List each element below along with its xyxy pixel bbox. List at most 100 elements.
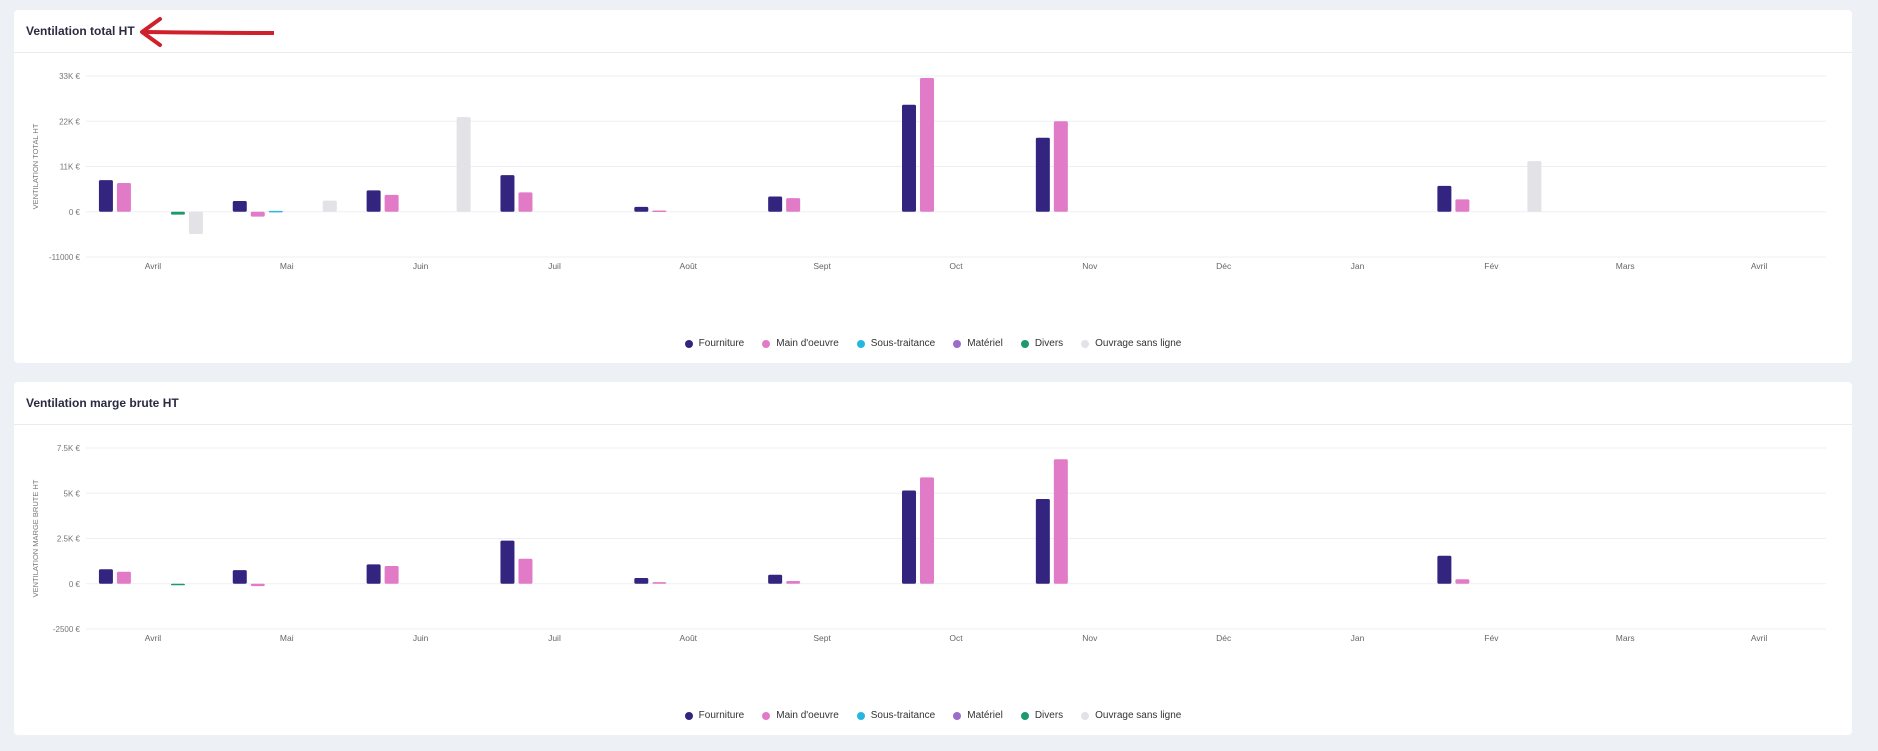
bar-fourniture [500,175,515,212]
legend-dot-icon [1081,711,1090,720]
bar-divers [170,211,185,215]
chart-title: Ventilation total HT [26,24,135,38]
bar-fourniture [232,201,247,212]
bar-fourniture [98,569,113,584]
bar-main-d-oeuvre [250,583,265,587]
bar-fourniture [902,490,916,584]
bar-main-d-oeuvre [920,477,934,584]
legend-dot-icon [762,339,771,348]
bar-sous-traitance [268,210,283,213]
legend-label: Fourniture [698,710,745,721]
chart-title: Ventilation marge brute HT [26,396,179,410]
y-axis-label: VENTILATION TOTAL HT [31,123,40,209]
bar-ouvrage-sans-ligne [322,200,337,212]
y-tick-label: 0 € [69,208,81,217]
legend-dot-icon [856,339,865,348]
x-tick-label: Mai [280,633,294,643]
bar-main-d-oeuvre [518,558,533,584]
marge-brute-chart: 7.5K € 5K € 2.5K € 0 € -2500 € VENTILATION MA… [31,444,1826,643]
x-tick-label: Oct [949,261,963,271]
bar-main-d-oeuvre [116,182,131,212]
x-tick-label: Mars [1616,261,1635,271]
total-ht-card: Ventilation total HT 33K € 22K € 11K € 0 € -… [14,10,1852,363]
bar-fourniture [1437,555,1452,584]
x-tick-label: Août [680,261,698,271]
legend-item[interactable]: Ouvrage sans ligne [1081,338,1181,349]
legend-dot-icon [684,711,693,720]
bar-main-d-oeuvre [384,566,399,584]
bar-fourniture [634,206,649,212]
x-tick-label: Mai [280,261,294,271]
legend-item[interactable]: Main d'oeuvre [762,710,839,721]
legend-label: Ouvrage sans ligne [1095,338,1182,349]
y-tick-label: -2500 € [53,625,81,634]
bar-ouvrage-sans-ligne [456,117,471,212]
bar-main-d-oeuvre [1053,121,1068,212]
x-tick-label: Avril [1751,633,1767,643]
bar-fourniture [1035,137,1050,212]
bar-fourniture [1035,499,1050,584]
bar-fourniture [1437,185,1452,212]
bar-main-d-oeuvre [920,78,934,212]
x-tick-label: Jan [1351,633,1365,643]
legend-label: Sous-traitance [870,710,936,721]
legend-label: Matériel [967,338,1003,349]
annotation-arrow-icon [140,17,274,47]
x-tick-label: Avril [1751,261,1767,271]
legend-label: Divers [1034,338,1064,349]
legend-dot-icon [953,711,962,720]
legend-dot-icon [1081,339,1090,348]
bar-fourniture [98,180,113,212]
x-tick-label: Sept [813,261,831,271]
legend-item[interactable]: Divers [1020,710,1064,721]
legend-item[interactable]: Fourniture [684,338,744,349]
y-tick-label: 2.5K € [57,535,81,544]
bar-divers [170,583,185,586]
legend-item[interactable]: Divers [1020,338,1064,349]
x-tick-label: Nov [1082,633,1098,643]
x-tick-label: Mars [1616,633,1635,643]
x-tick-label: Oct [949,633,963,643]
x-tick-label: Déc [1216,633,1232,643]
bar-fourniture [902,104,916,212]
legend-item[interactable]: Sous-traitance [856,710,936,721]
legend-label: Divers [1034,710,1064,721]
legend-dot-icon [684,339,693,348]
chart-legend: Fourniture Main d'oeuvre Sous-traitance Mat… [14,710,1852,721]
legend-label: Main d'oeuvre [776,338,839,349]
y-tick-label: -11000 € [49,253,81,262]
legend-label: Sous-traitance [870,338,936,349]
x-tick-label: Avril [145,261,161,271]
x-tick-label: Déc [1216,261,1232,271]
bar-fourniture [634,577,649,584]
x-tick-label: Juin [413,261,429,271]
legend-item[interactable]: Fourniture [684,710,745,721]
legend-item[interactable]: Sous-traitance [856,338,936,349]
bar-main-d-oeuvre [786,581,801,584]
y-tick-label: 0 € [69,580,81,589]
card-header: Ventilation total HT [14,10,1852,53]
y-tick-label: 5K € [64,489,81,498]
legend-label: Matériel [967,710,1003,721]
card-header: Ventilation marge brute HT [14,382,1852,425]
legend-item[interactable]: Main d'oeuvre [762,338,839,349]
x-tick-label: Jan [1351,261,1365,271]
bar-main-d-oeuvre [1455,199,1470,212]
y-tick-label: 11K € [60,163,81,172]
y-tick-label: 22K € [59,117,80,126]
x-tick-label: Août [680,633,698,643]
x-tick-label: Juin [413,633,429,643]
bar-main-d-oeuvre [250,211,265,217]
legend-item[interactable]: Matériel [953,710,1003,721]
bar-ouvrage-sans-ligne [188,211,203,234]
bar-main-d-oeuvre [1053,459,1068,584]
y-tick-label: 33K € [59,72,80,81]
bar-main-d-oeuvre [652,582,667,584]
legend-item[interactable]: Matériel [953,338,1003,349]
y-tick-label: 7.5K € [57,444,81,453]
legend-item[interactable]: Ouvrage sans ligne [1081,710,1181,721]
bar-main-d-oeuvre [116,571,131,584]
bar-fourniture [768,196,783,212]
chart-legend: Fourniture Main d'oeuvre Sous-traitance Mat… [14,338,1852,349]
bar-fourniture [366,564,381,584]
